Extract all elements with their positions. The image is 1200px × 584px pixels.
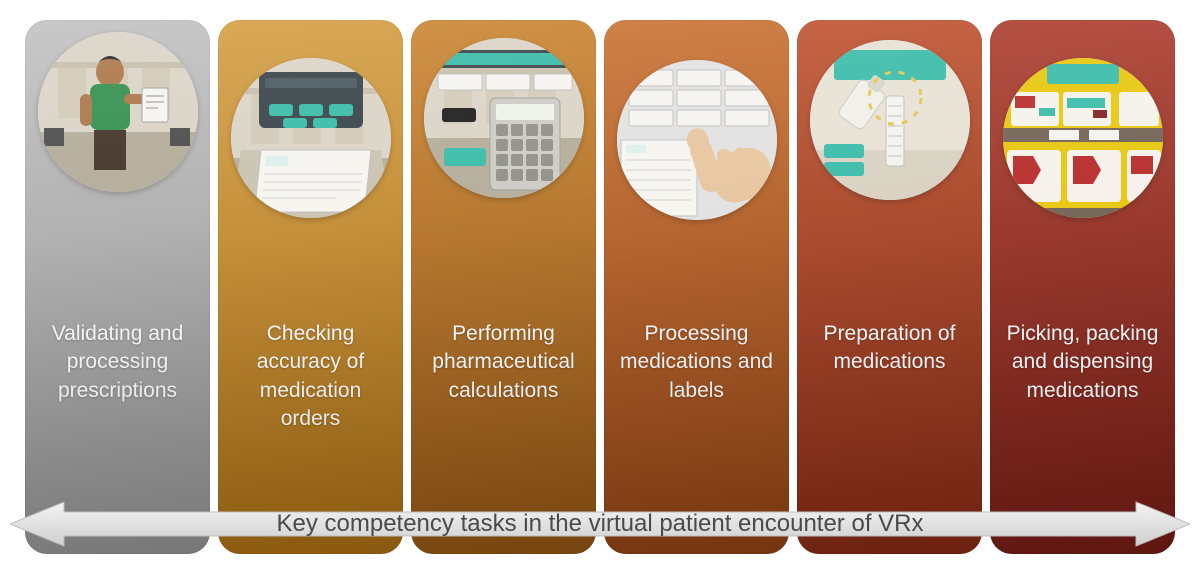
arrow-label: Key competency tasks in the virtual pati…: [10, 500, 1190, 548]
column-label: Picking, packing and dispensing medicati…: [1003, 320, 1162, 405]
column-thumbnail: [1003, 58, 1163, 218]
infographic-stage: Validating and processing prescriptions …: [0, 0, 1200, 584]
competency-column: Preparation of medications: [797, 20, 982, 554]
competency-column: Validating and processing prescriptions: [25, 20, 210, 554]
column-label: Preparation of medications: [810, 320, 969, 377]
column-label: Checking accuracy of medication orders: [231, 320, 390, 433]
competency-column: Picking, packing and dispensing medicati…: [990, 20, 1175, 554]
column-label: Processing medications and labels: [617, 320, 776, 405]
competency-column: Checking accuracy of medication orders: [218, 20, 403, 554]
column-thumbnail: [38, 32, 198, 192]
competency-column: Processing medications and labels: [604, 20, 789, 554]
column-thumbnail: [424, 38, 584, 198]
columns-row: Validating and processing prescriptions …: [25, 20, 1175, 554]
column-thumbnail: [617, 60, 777, 220]
column-label: Validating and processing prescriptions: [38, 320, 197, 405]
timeline-arrow: Key competency tasks in the virtual pati…: [10, 500, 1190, 548]
column-thumbnail: [231, 58, 391, 218]
competency-column: Performing pharmaceutical calculations: [411, 20, 596, 554]
column-thumbnail: [810, 40, 970, 200]
column-label: Performing pharmaceutical calculations: [424, 320, 583, 405]
